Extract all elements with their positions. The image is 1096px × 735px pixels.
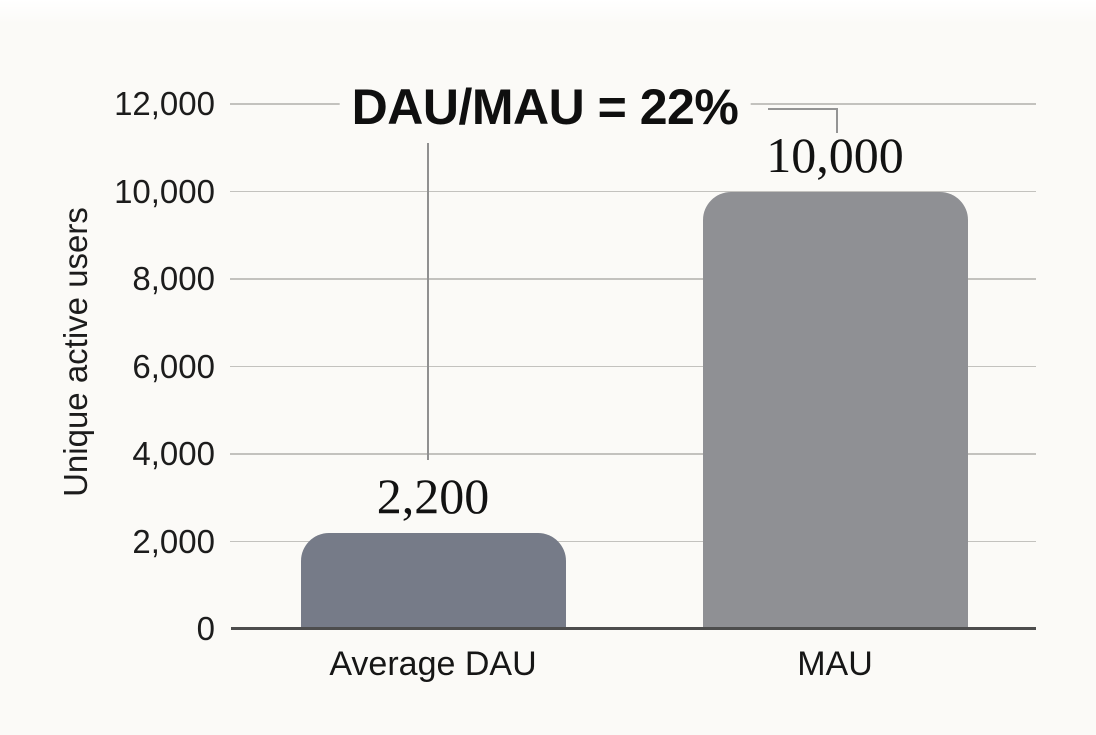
y-tick-label: 10,000: [114, 172, 215, 210]
y-tick-label: 4,000: [132, 435, 215, 472]
x-axis-line: [231, 627, 1036, 630]
y-tick-label: 6,000: [132, 347, 215, 385]
gridline: [230, 540, 1036, 542]
gridline: [230, 278, 1036, 280]
y-tick-label: 12,000: [114, 85, 215, 122]
y-tick-label: 0: [196, 610, 215, 647]
y-tick-label: 2,000: [132, 522, 215, 560]
gridline: [230, 453, 1036, 455]
y-axis-title: Unique active users: [57, 207, 94, 497]
bar-average-dau: [300, 532, 566, 630]
gridline: [230, 190, 1036, 192]
chart-title: DAU/MAU = 22%: [339, 82, 751, 132]
x-axis-label: MAU: [797, 645, 873, 683]
bar-mau: [702, 191, 968, 630]
annotation-leader-line-right: [768, 108, 838, 133]
bar-value-label: 10,000: [766, 126, 904, 183]
gridline: [230, 365, 1036, 367]
x-axis-label: Average DAU: [329, 645, 537, 683]
y-tick-label: 8,000: [132, 260, 215, 297]
annotation-leader-line-left: [427, 143, 429, 460]
bar-value-label: 2,200: [376, 467, 490, 524]
